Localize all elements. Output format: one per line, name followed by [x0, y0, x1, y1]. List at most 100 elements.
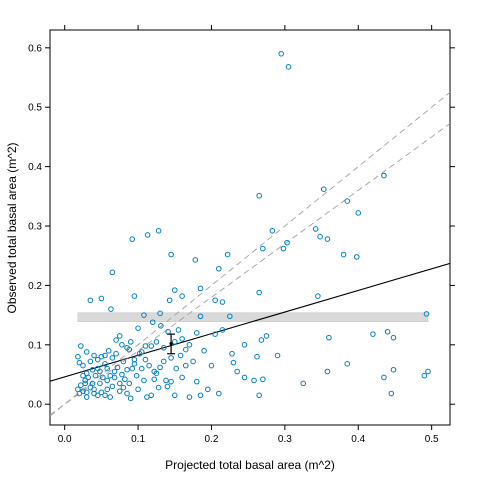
y-tick-label: 0.5 — [28, 103, 42, 114]
data-point — [177, 352, 184, 359]
data-points — [75, 50, 431, 402]
data-point — [315, 293, 321, 299]
data-point — [254, 353, 260, 360]
data-point — [381, 374, 387, 381]
data-point — [120, 384, 127, 391]
data-point — [179, 336, 185, 342]
data-point — [370, 331, 376, 337]
data-point — [155, 227, 162, 234]
data-point — [144, 394, 150, 400]
data-point — [186, 342, 193, 348]
data-point — [111, 368, 118, 375]
y-axis-label: Observed total basal area (m^2) — [5, 142, 19, 313]
data-point — [166, 297, 173, 304]
reference-line-1 — [50, 92, 450, 417]
data-point — [82, 380, 89, 387]
data-point — [381, 172, 387, 179]
y-axis: 0.0 0.1 0.2 0.3 0.4 0.5 0.6 — [28, 43, 455, 411]
data-point — [133, 372, 140, 379]
data-point — [256, 192, 262, 199]
data-point — [141, 377, 147, 384]
data-point — [141, 312, 147, 318]
data-point — [98, 295, 105, 302]
data-point — [124, 366, 130, 373]
data-point — [260, 376, 266, 383]
data-point — [171, 339, 178, 345]
data-point — [158, 323, 164, 329]
data-point — [425, 368, 431, 375]
data-point — [116, 380, 123, 387]
regression-line — [50, 262, 450, 382]
data-point — [224, 251, 231, 258]
y-tick-label: 0.4 — [28, 162, 42, 173]
data-point — [98, 353, 105, 360]
data-point — [75, 386, 81, 393]
data-point — [151, 368, 158, 375]
data-point — [229, 350, 235, 357]
data-point — [219, 299, 226, 305]
data-point — [142, 356, 149, 363]
x-tick-label: 0.1 — [131, 434, 145, 445]
data-point — [157, 310, 163, 317]
data-point — [179, 293, 185, 299]
data-point — [230, 359, 237, 366]
confidence-band — [77, 312, 429, 322]
data-point — [168, 378, 174, 385]
data-point — [173, 365, 180, 372]
data-point — [163, 377, 169, 384]
data-point — [113, 337, 119, 343]
data-point — [212, 331, 218, 337]
data-point — [423, 311, 430, 317]
data-point — [98, 389, 105, 396]
data-point — [124, 390, 130, 397]
data-point — [284, 239, 290, 246]
data-point — [129, 365, 136, 372]
data-point — [355, 210, 362, 216]
data-point — [127, 395, 134, 402]
data-point — [384, 328, 391, 335]
data-point — [153, 339, 160, 345]
data-point — [193, 330, 200, 336]
data-point — [256, 289, 262, 296]
data-point — [390, 366, 397, 373]
y-tick-label: 0.3 — [28, 222, 42, 233]
data-point — [186, 394, 193, 400]
data-point — [80, 362, 86, 369]
data-point — [102, 392, 108, 399]
data-point — [135, 325, 141, 331]
data-point — [131, 356, 138, 363]
x-tick-label: 0.5 — [425, 434, 439, 445]
data-point — [193, 378, 200, 385]
data-point — [102, 361, 108, 367]
error-bar-center — [169, 342, 173, 346]
data-point — [104, 386, 111, 393]
data-point — [119, 371, 125, 378]
reference-line-2 — [50, 123, 450, 416]
data-point — [258, 337, 265, 343]
data-point — [241, 374, 248, 381]
data-point — [127, 339, 134, 345]
data-point — [114, 364, 121, 371]
data-point — [89, 380, 96, 387]
x-tick-label: 0.0 — [58, 434, 72, 445]
data-point — [83, 349, 90, 355]
data-point — [219, 327, 226, 333]
data-point — [94, 365, 101, 372]
data-point — [116, 333, 123, 339]
data-point — [421, 372, 428, 379]
data-point — [105, 347, 112, 354]
data-point — [251, 377, 257, 384]
data-point — [144, 232, 151, 238]
y-tick-label: 0.2 — [28, 281, 42, 292]
data-point — [324, 236, 331, 242]
x-axis: 0.0 0.1 0.2 0.3 0.4 0.5 — [58, 25, 439, 445]
data-point — [197, 313, 204, 320]
data-point — [278, 50, 284, 57]
x-axis-label: Projected total basal area (m^2) — [165, 458, 335, 472]
data-point — [138, 365, 145, 372]
data-point — [100, 374, 106, 381]
plot-frame — [49, 29, 451, 426]
data-point — [157, 364, 163, 371]
data-point — [216, 390, 222, 397]
data-point — [197, 285, 204, 292]
